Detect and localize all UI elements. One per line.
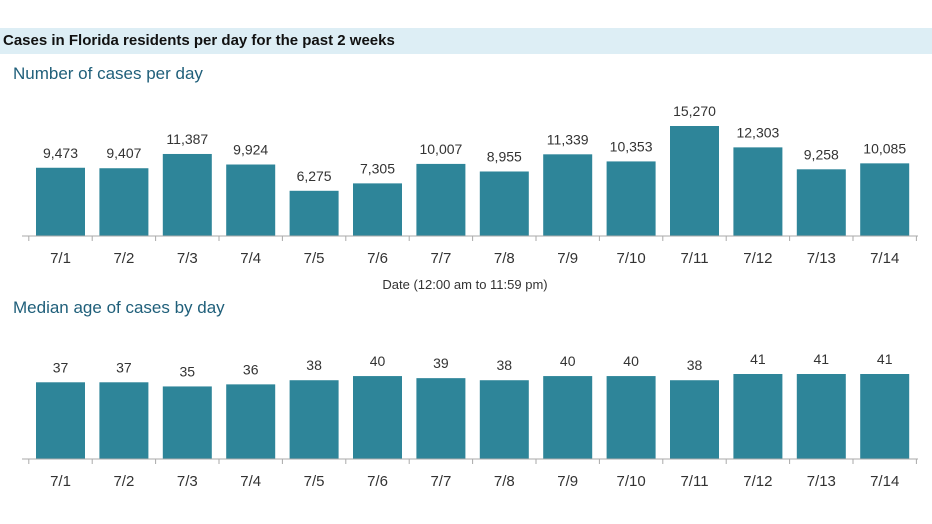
x-tick-label: 7/1 [50,250,71,267]
value-label: 10,007 [419,141,462,157]
bar-7-11 [670,126,719,236]
bar-7-3 [162,386,212,459]
x-tick-label: 7/13 [807,250,836,267]
bar-7-14 [860,374,910,459]
x-tick-label: 7/6 [367,473,388,490]
header-band [0,28,932,54]
cases-per-day-chart: 9,473 7/1 9,407 7/2 11,387 7/3 9,924 7/4 6,275 7/… [22,103,918,292]
bar-7-3 [162,153,212,236]
bar-7-1 [36,167,85,236]
x-tick-label: 7/10 [616,473,645,490]
value-label: 37 [116,359,132,375]
value-label: 40 [560,353,576,369]
median-age-chart: 37 7/1 37 7/2 35 7/3 36 7/4 38 7/5 40 7/6 39 7/7 38 7/8… [22,351,918,490]
value-label: 38 [306,357,322,373]
x-tick-label: 7/14 [870,250,899,267]
x-tick-label: 7/12 [743,250,772,267]
x-tick-label: 7/9 [557,250,578,267]
x-tick-label: 7/4 [240,250,261,267]
bar-7-13 [796,169,846,236]
x-tick-label: 7/3 [177,250,198,267]
bar-7-8 [479,380,529,459]
value-label: 11,387 [166,131,208,147]
x-tick-label: 7/7 [430,473,451,490]
x-tick-label: 7/8 [494,473,515,490]
value-label: 37 [53,359,69,375]
bar-7-11 [670,380,719,459]
x-tick-label: 7/9 [557,473,578,490]
x-tick-label: 7/11 [680,250,708,267]
bar-7-10 [606,376,656,459]
page-title: Cases in Florida residents per day for t… [3,32,395,49]
bar-7-5 [289,380,339,459]
value-label: 40 [623,353,639,369]
x-tick-label: 7/14 [870,473,899,490]
value-label: 11,339 [547,131,589,147]
x-tick-label: 7/5 [304,250,325,267]
value-label: 9,258 [804,146,839,162]
value-label: 6,275 [297,168,332,184]
bar-7-13 [796,374,846,459]
x-tick-label: 7/7 [430,250,451,267]
bar-7-10 [606,161,656,236]
x-tick-label: 7/2 [113,250,134,267]
bar-7-5 [289,190,339,236]
bar-7-7 [416,163,466,236]
value-label: 10,085 [863,140,906,156]
median-age-chart-title: Median age of cases by day [13,298,225,317]
value-label: 39 [433,355,449,371]
bar-7-9 [543,154,593,236]
bar-7-8 [479,171,529,236]
bar-7-6 [353,183,402,236]
x-tick-label: 7/12 [743,473,772,490]
value-label: 38 [497,357,513,373]
x-tick-label: 7/1 [50,473,71,490]
value-label: 36 [243,361,259,377]
bar-7-2 [99,382,149,459]
bar-7-1 [36,382,85,459]
value-label: 9,924 [233,142,268,158]
bar-7-2 [99,168,149,236]
bar-7-4 [226,164,276,236]
bar-7-9 [543,376,593,459]
value-label: 40 [370,353,386,369]
value-label: 15,270 [673,103,716,119]
value-label: 7,305 [360,160,395,176]
value-label: 10,353 [610,138,653,154]
x-tick-label: 7/10 [616,250,645,267]
value-label: 41 [814,351,830,367]
value-label: 9,407 [106,145,141,161]
bar-7-6 [353,376,402,459]
x-tick-label: 7/11 [680,473,708,490]
x-tick-label: 7/5 [304,473,325,490]
bar-7-7 [416,378,466,459]
bar-7-4 [226,384,276,459]
bar-7-14 [860,163,910,236]
value-label: 8,955 [487,148,522,164]
value-label: 12,303 [736,124,779,140]
value-label: 9,473 [43,145,78,161]
value-label: 38 [687,357,703,373]
x-axis-title: Date (12:00 am to 11:59 pm) [382,277,547,292]
bar-7-12 [733,374,783,459]
x-tick-label: 7/13 [807,473,836,490]
value-label: 41 [877,351,893,367]
x-tick-label: 7/3 [177,473,198,490]
x-tick-label: 7/8 [494,250,515,267]
x-tick-label: 7/6 [367,250,388,267]
x-tick-label: 7/2 [113,473,134,490]
cases-chart-title: Number of cases per day [13,64,203,83]
value-label: 41 [750,351,766,367]
value-label: 35 [180,363,196,379]
bar-7-12 [733,147,783,236]
x-tick-label: 7/4 [240,473,261,490]
